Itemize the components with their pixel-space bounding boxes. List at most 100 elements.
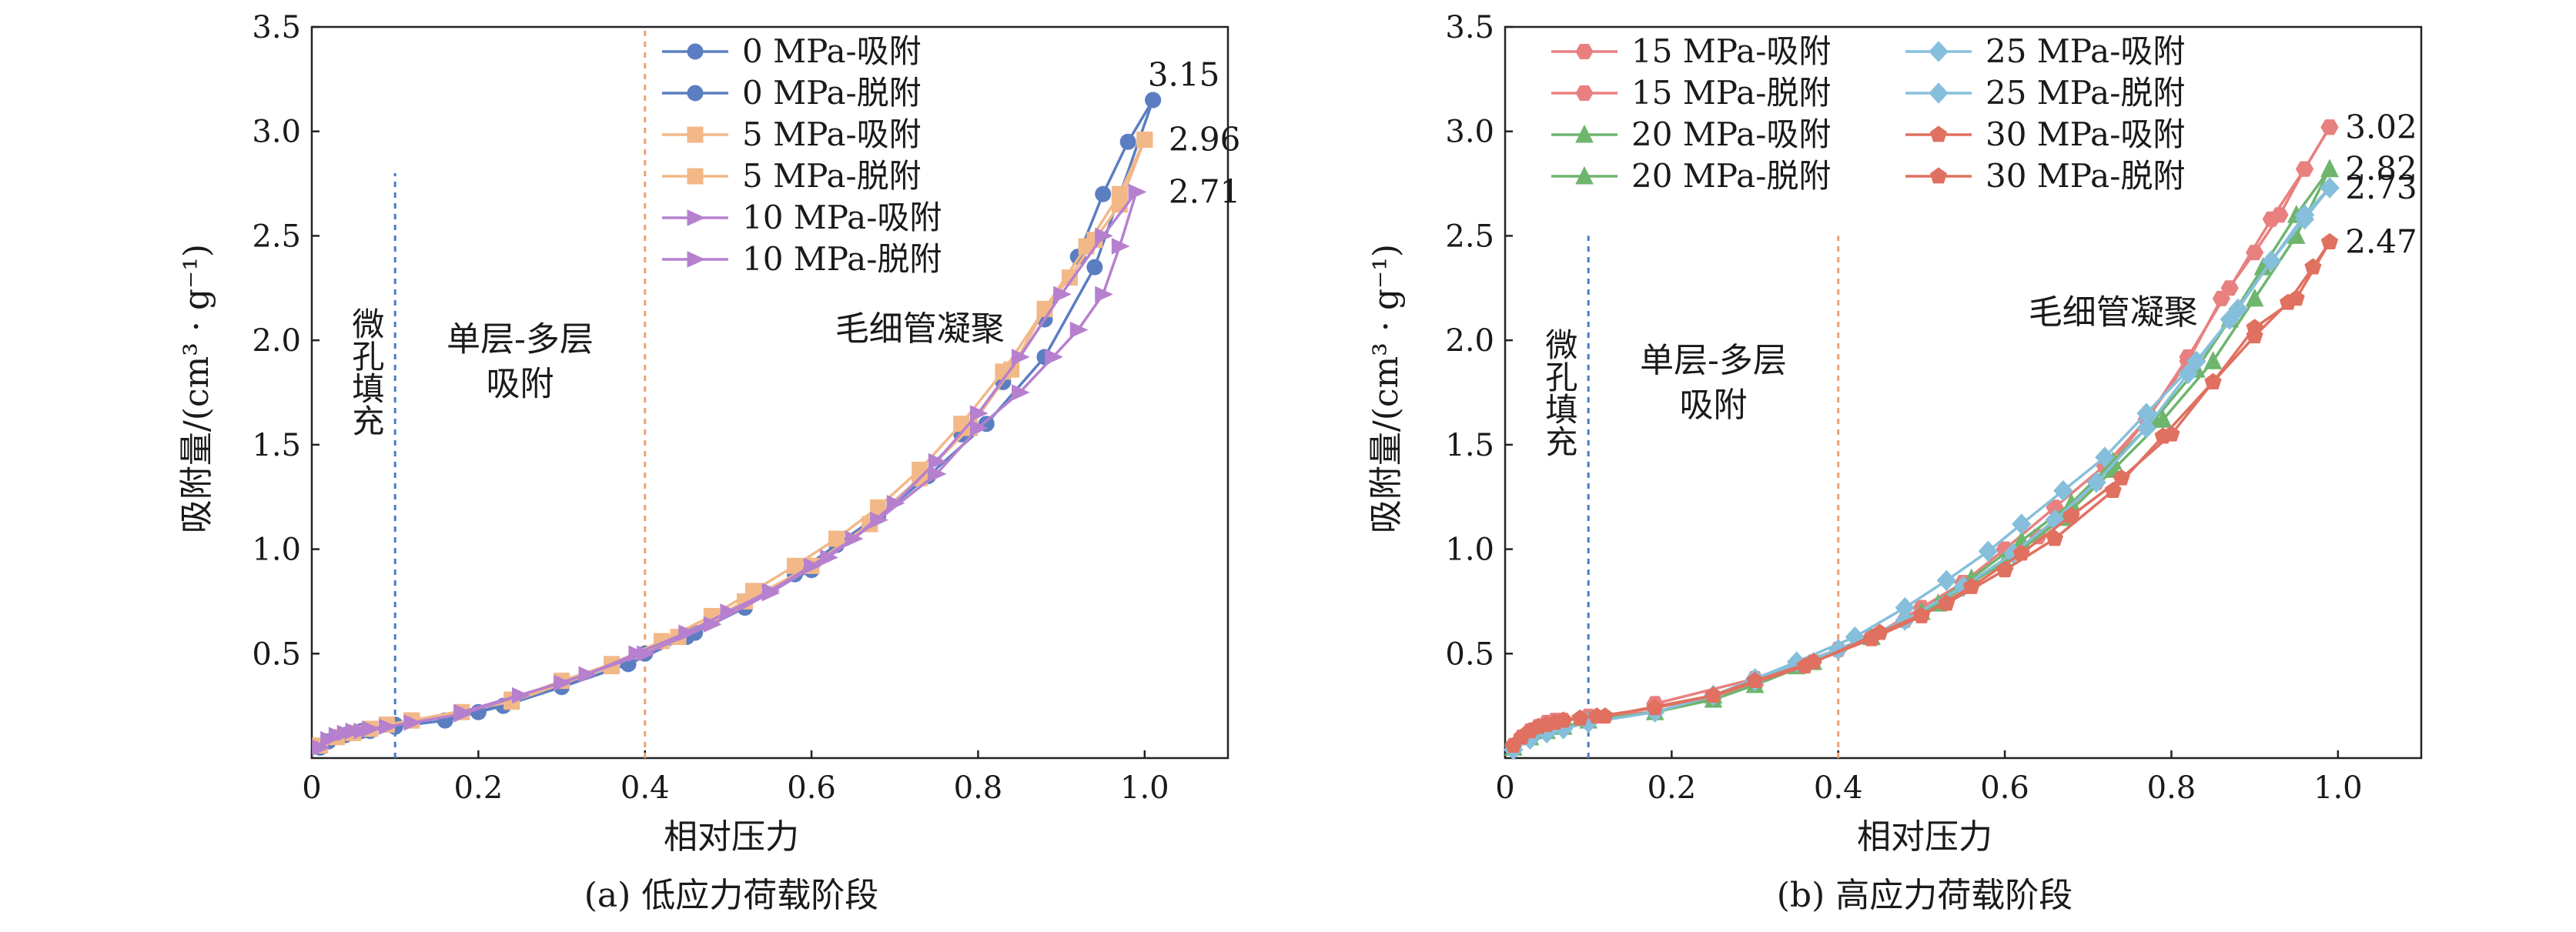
panel-b-legend-marker (1575, 43, 1594, 60)
panel-a-data-point (1136, 132, 1153, 149)
panel-b-legend-item: 15 MPa-脱附 (1551, 74, 1831, 112)
panel-b-data-point (1962, 577, 1980, 594)
panel-b-legend-marker (1575, 85, 1594, 102)
panel-b-data-point (2204, 372, 2222, 389)
panel-b-data-point (2261, 250, 2281, 272)
panel-a-data-point (928, 453, 947, 470)
panel-a-data-point (761, 584, 781, 602)
panel-b-data-point (2086, 471, 2106, 493)
panel-b-data-point (1554, 711, 1572, 728)
panel-b-x-tick-label: 1.0 (2313, 770, 2363, 806)
panel-a-legend-item: 5 MPa-吸附 (662, 115, 922, 153)
panel-b-series-line (1512, 241, 2331, 747)
panel-a-data-point (1012, 349, 1030, 366)
panel-a-data-point (1111, 238, 1130, 255)
panel-b-series (1504, 177, 2340, 760)
panel-b-y-tick-label: 1.5 (1445, 428, 1494, 463)
panel-a-data-point (1069, 321, 1089, 339)
panel-a-x-tick-label: 0 (302, 770, 321, 806)
panel-b-series-line (1654, 126, 2331, 706)
panel-b-series (1704, 159, 2339, 704)
panel-a-x-tick-label: 0.8 (954, 770, 1003, 806)
panel-a-xlabel: 相对压力 (664, 817, 799, 857)
panel-a-legend-marker (687, 85, 704, 102)
panel-b-xlabel: 相对压力 (1857, 817, 1992, 857)
panel-a-legend-item: 0 MPa-吸附 (662, 32, 922, 70)
panel-b-series-line (1754, 186, 2331, 683)
panel-b-data-point (2062, 506, 2080, 523)
panel-a-data-point (1119, 133, 1136, 150)
panel-a-data-point (362, 720, 380, 737)
panel-a-ylabel: 吸附量/(cm³ · g⁻¹) (177, 244, 216, 533)
panel-b-data-point (2104, 481, 2122, 498)
panel-b-data-point (1796, 656, 1814, 673)
panel-b-region-label: 微孔填充 (1541, 328, 1578, 457)
panel-b-data-point (2220, 309, 2240, 330)
panel-a-data-point (1095, 227, 1113, 245)
panel-b-caption: (b) 高应力荷载阶段 (1777, 876, 2073, 915)
panel-a-end-value-label: 2.96 (1169, 121, 1241, 159)
panel-b-legend-label: 20 MPa-脱附 (1631, 157, 1831, 195)
panel-b-data-point (2178, 362, 2198, 385)
panel-a-legend-label: 5 MPa-脱附 (742, 157, 922, 195)
panel-b-data-point (2320, 232, 2339, 249)
panel-a-data-point (637, 645, 655, 663)
panel-b-end-value-label: 2.82 (2345, 150, 2417, 188)
panel-b-legend-item: 20 MPa-吸附 (1551, 115, 1831, 153)
panel-a-y-tick-label: 1.5 (252, 428, 301, 463)
panel-a-data-point (928, 466, 947, 483)
panel-b-x-tick-label: 0.4 (1814, 770, 1863, 806)
panel-b-end-value-label: 2.73 (2345, 169, 2417, 206)
panel-b-data-point (1938, 594, 1955, 611)
panel-a: 吸附量/(cm³ · g⁻¹) 相对压力 (a) 低应力荷载阶段 (177, 244, 878, 915)
panel-b-series (1504, 232, 2339, 753)
panel-b-data-point (2295, 161, 2314, 177)
panel-a-legend-item: 10 MPa-吸附 (662, 199, 942, 236)
panel-b-data-point (2245, 288, 2264, 307)
panel-b-series-line (1512, 186, 2331, 751)
panel-a-series-line (319, 191, 1138, 749)
panel-a-plot-frame (310, 25, 1229, 760)
panel-a-data-point (969, 405, 989, 422)
panel-a-x-tick-label: 0.4 (621, 770, 670, 806)
panel-b-series-line (1712, 168, 2331, 697)
panel-a-end-value-label: 2.71 (1169, 172, 1241, 210)
panel-b-legend-label: 15 MPa-脱附 (1631, 74, 1831, 112)
panel-a-legend-marker (687, 209, 706, 226)
panel-b-data-point (1936, 570, 1957, 592)
panel-b-plot: 0 0.2 0.4 0.6 0.8 1.0 0.5 1.0 1.5 2.0 2.5 3.0 3.5 微孔填… (1445, 10, 2423, 806)
panel-a-region-label: 吸附 (486, 365, 554, 404)
panel-a-y-tick-label: 3.5 (252, 10, 301, 45)
panel-a-data-point (820, 549, 838, 566)
panel-b-data-point (2046, 529, 2064, 546)
panel-b-data-point (1571, 709, 1589, 726)
panel-b-x-tick-label: 0.8 (2147, 770, 2196, 806)
panel-b-data-point (2320, 159, 2339, 178)
panel-b-region-label: 单层-多层 (1640, 341, 1787, 380)
panel-b-data-point (2220, 280, 2239, 296)
panel-b-data-point (1978, 540, 1999, 563)
panel-a-legend-item: 10 MPa-脱附 (662, 240, 942, 278)
panel-a-data-point (1061, 269, 1078, 286)
panel-b-y-tick-label: 2.0 (1445, 323, 1494, 359)
panel-a-y-tick-label: 2.5 (252, 219, 301, 254)
panel-b-series (1646, 119, 2339, 712)
panel-a-data-point (1095, 185, 1112, 202)
panel-b: 吸附量/(cm³ · g⁻¹) 相对压力 (b) 高应力荷载阶段 (1367, 244, 2073, 915)
panel-a-y-tick-label: 2.0 (252, 323, 301, 359)
panel-b-data-point (2154, 427, 2172, 444)
panel-b-plot-frame (1504, 25, 2423, 760)
panel-b-legend-label: 30 MPa-脱附 (1986, 157, 2185, 195)
panel-b-legend-label: 30 MPa-吸附 (1986, 115, 2185, 153)
panel-b-data-point (2095, 446, 2115, 468)
panel-a-data-point (870, 511, 888, 529)
panel-b-y-tick-label: 0.5 (1445, 636, 1494, 672)
panel-b-y-tick-label: 3.5 (1445, 10, 1494, 45)
panel-b-data-point (1996, 561, 2014, 578)
panel-a-legend: 0 MPa-吸附 0 MPa-脱附5 MPa-吸附 5 MPa-脱附 10 MPa-吸… (662, 32, 942, 278)
panel-b-y-tick-label: 1.0 (1445, 533, 1494, 568)
panel-a-data-point (1111, 196, 1128, 213)
panel-b-legend-marker (1929, 82, 1949, 104)
